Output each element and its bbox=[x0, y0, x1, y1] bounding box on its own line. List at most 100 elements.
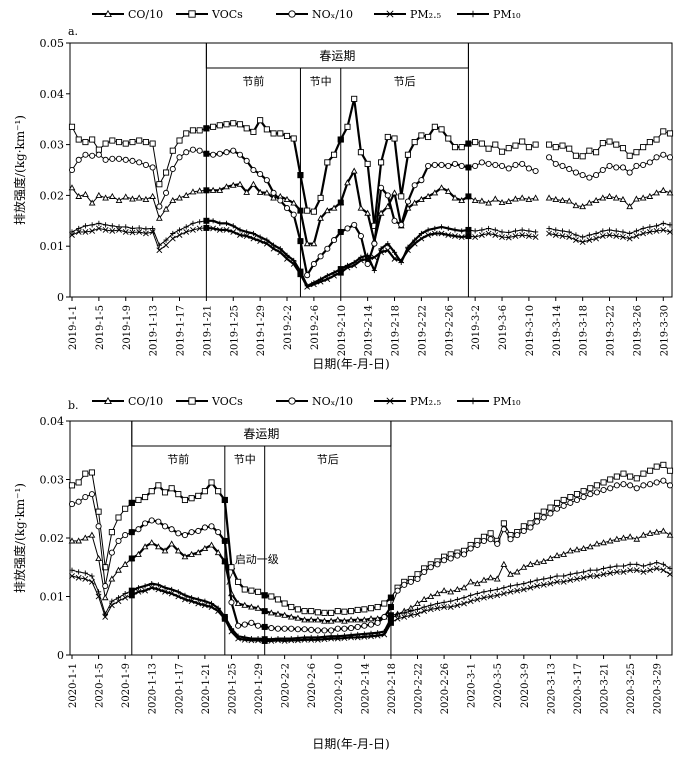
data-point bbox=[365, 252, 371, 258]
data-point bbox=[88, 469, 95, 476]
data-point bbox=[460, 551, 468, 558]
period-label-during: 节中 bbox=[234, 453, 256, 466]
data-point bbox=[660, 567, 667, 574]
data-point bbox=[487, 536, 494, 543]
data-point bbox=[559, 228, 566, 234]
series-line-segment bbox=[138, 589, 146, 593]
data-point bbox=[135, 496, 142, 504]
data-point bbox=[321, 609, 328, 616]
y-tick-label: 0.01 bbox=[40, 591, 65, 604]
x-tick-label: 2019-1-29 bbox=[256, 305, 267, 356]
data-point bbox=[102, 156, 109, 163]
data-point bbox=[294, 626, 301, 633]
data-point bbox=[324, 273, 330, 279]
data-point bbox=[82, 493, 89, 501]
legend-marker bbox=[104, 396, 112, 405]
data-point bbox=[243, 233, 250, 239]
data-point bbox=[115, 514, 122, 521]
data-point bbox=[109, 137, 116, 144]
data-point bbox=[474, 541, 481, 549]
series-line-segment bbox=[223, 540, 233, 603]
data-point bbox=[361, 622, 368, 629]
data-point bbox=[331, 270, 337, 276]
data-point bbox=[235, 633, 241, 639]
data-point bbox=[371, 240, 378, 247]
data-point bbox=[69, 573, 75, 579]
data-point bbox=[183, 149, 190, 156]
series-line-segment bbox=[104, 605, 113, 618]
data-point bbox=[448, 598, 454, 604]
data-point bbox=[626, 169, 633, 176]
data-point bbox=[653, 565, 660, 572]
data-point bbox=[182, 596, 188, 603]
data-point bbox=[230, 120, 237, 127]
period-label-before: 节前 bbox=[167, 452, 189, 466]
data-point bbox=[401, 581, 408, 588]
data-point bbox=[281, 611, 288, 618]
y-axis-label: 排放强度/(kg·km⁻¹) bbox=[12, 483, 27, 593]
x-tick-label: 2019-3-18 bbox=[579, 305, 590, 356]
data-point bbox=[440, 587, 448, 594]
series-line-segment bbox=[528, 235, 536, 238]
y-tick-label: 0 bbox=[57, 291, 64, 304]
data-point bbox=[646, 139, 653, 146]
data-point bbox=[287, 613, 295, 620]
data-point bbox=[547, 510, 554, 517]
data-point bbox=[334, 608, 341, 615]
series-line-segment bbox=[437, 606, 445, 609]
data-point bbox=[149, 140, 156, 147]
y-tick-label: 0.04 bbox=[40, 415, 65, 428]
data-point bbox=[613, 473, 620, 480]
series-line-segment bbox=[237, 637, 245, 641]
legend-label: CO/10 bbox=[128, 395, 163, 408]
data-point bbox=[243, 125, 250, 132]
data-point bbox=[666, 482, 674, 489]
data-point bbox=[451, 194, 459, 201]
series-line-segment bbox=[85, 572, 93, 577]
data-point bbox=[89, 222, 95, 228]
series-line-segment bbox=[184, 598, 192, 603]
series-line-segment bbox=[636, 233, 644, 237]
data-point bbox=[75, 229, 82, 235]
series-line-segment bbox=[623, 569, 631, 573]
series-line-segment bbox=[555, 234, 563, 237]
data-point bbox=[533, 559, 541, 566]
data-point bbox=[368, 630, 374, 636]
data-point bbox=[494, 586, 500, 593]
data-point bbox=[75, 136, 82, 143]
data-point bbox=[270, 189, 277, 196]
data-point bbox=[600, 565, 607, 572]
series-line-segment bbox=[463, 600, 471, 604]
data-point bbox=[196, 127, 203, 134]
data-point bbox=[82, 139, 89, 146]
data-point bbox=[587, 567, 593, 573]
series-line-segment bbox=[98, 227, 106, 231]
data-point bbox=[354, 623, 361, 630]
series-line-segment bbox=[85, 230, 93, 233]
series-line-segment bbox=[71, 575, 79, 579]
data-point bbox=[474, 590, 480, 597]
data-point bbox=[275, 636, 281, 642]
data-point bbox=[653, 479, 660, 486]
data-point bbox=[136, 229, 143, 235]
data-point bbox=[540, 514, 547, 521]
data-point bbox=[230, 147, 237, 154]
data-point bbox=[216, 227, 223, 233]
data-point bbox=[194, 549, 202, 556]
data-point bbox=[328, 627, 335, 634]
series-line-segment bbox=[306, 281, 315, 287]
data-point bbox=[494, 592, 501, 599]
data-point bbox=[263, 189, 271, 196]
data-point bbox=[163, 242, 169, 249]
data-point bbox=[572, 169, 579, 176]
data-point bbox=[566, 145, 573, 152]
legend-label: CO/10 bbox=[128, 8, 163, 21]
series-line-segment bbox=[347, 261, 355, 267]
y-tick-label: 0.04 bbox=[40, 88, 65, 101]
boundary-marker bbox=[387, 604, 394, 611]
data-point bbox=[480, 576, 488, 583]
series-line-segment bbox=[357, 635, 365, 639]
data-point bbox=[314, 609, 321, 616]
x-tick-label: 2020-3-21 bbox=[600, 663, 611, 714]
